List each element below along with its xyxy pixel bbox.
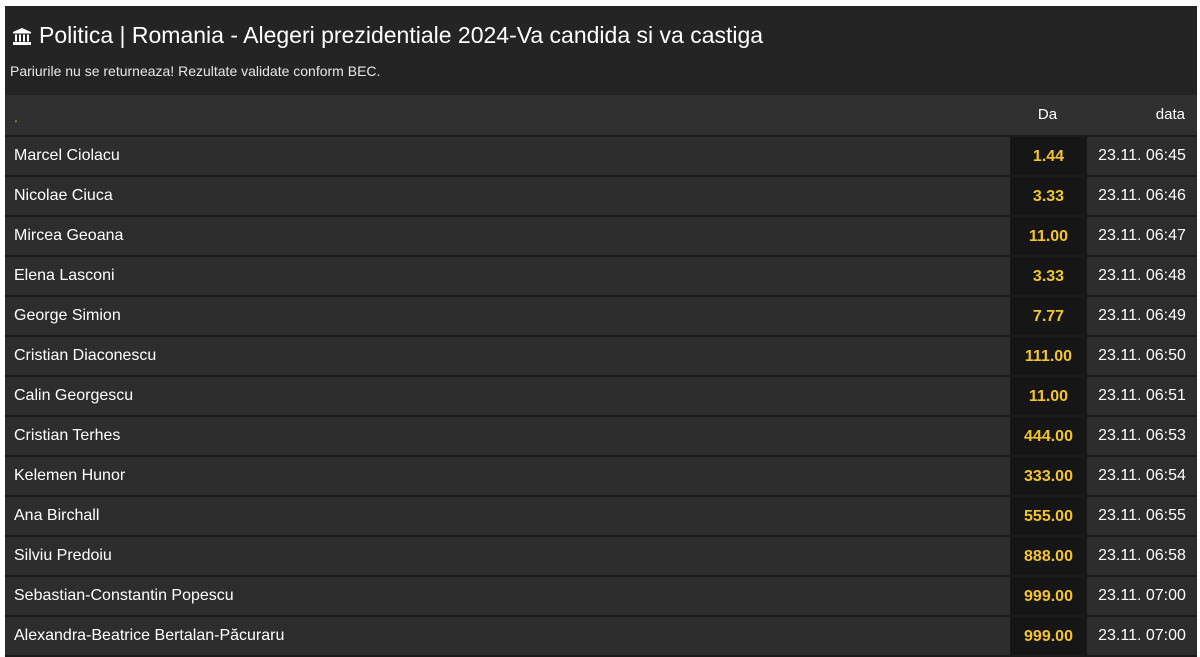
table-row: Kelemen Hunor 333.00 23.11. 06:54 bbox=[5, 457, 1197, 497]
market-header: Politica | Romania - Alegeri prezidentia… bbox=[5, 6, 1197, 95]
title-row: Politica | Romania - Alegeri prezidentia… bbox=[13, 20, 763, 50]
candidate-name: Mircea Geoana bbox=[14, 227, 124, 244]
odds-button[interactable]: 111.00 bbox=[1010, 337, 1087, 375]
bank-icon bbox=[13, 28, 31, 45]
candidate-name: Alexandra-Beatrice Bertalan-Păcuraru bbox=[14, 627, 285, 644]
event-date: 23.11. 06:47 bbox=[1098, 227, 1186, 244]
column-header-data: data bbox=[1155, 106, 1185, 123]
table-row: Ana Birchall 555.00 23.11. 06:55 bbox=[5, 497, 1197, 537]
table-body: Marcel Ciolacu 1.44 23.11. 06:45 Nicolae Ci… bbox=[5, 137, 1197, 657]
candidate-name: George Simion bbox=[14, 307, 121, 324]
table-row: Calin Georgescu 11.00 23.11. 06:51 bbox=[5, 377, 1197, 417]
event-date: 23.11. 06:58 bbox=[1098, 547, 1186, 564]
event-date: 23.11. 06:54 bbox=[1098, 467, 1186, 484]
event-date: 23.11. 06:45 bbox=[1098, 147, 1186, 164]
table-row: George Simion 7.77 23.11. 06:49 bbox=[5, 297, 1197, 337]
table-row: Alexandra-Beatrice Bertalan-Păcuraru 999.… bbox=[5, 617, 1197, 657]
table-row: Silviu Predoiu 888.00 23.11. 06:58 bbox=[5, 537, 1197, 577]
table-row: Sebastian-Constantin Popescu 999.00 23.11.… bbox=[5, 577, 1197, 617]
odds-button[interactable]: 1.44 bbox=[1010, 137, 1087, 175]
odds-button[interactable]: 888.00 bbox=[1010, 537, 1087, 575]
event-date: 23.11. 06:46 bbox=[1098, 187, 1186, 204]
odds-table: . Da data Marcel Ciolacu 1.44 23.11. 06:45… bbox=[5, 95, 1197, 657]
candidate-name: Calin Georgescu bbox=[14, 387, 134, 404]
table-row: Cristian Terhes 444.00 23.11. 06:53 bbox=[5, 417, 1197, 457]
event-date: 23.11. 07:00 bbox=[1098, 587, 1186, 604]
candidate-name: Nicolae Ciuca bbox=[14, 187, 113, 204]
odds-button[interactable]: 999.00 bbox=[1010, 617, 1087, 655]
column-header-name: . bbox=[14, 109, 18, 125]
candidate-name: Kelemen Hunor bbox=[14, 467, 126, 484]
odds-button[interactable]: 333.00 bbox=[1010, 457, 1087, 495]
table-row: Marcel Ciolacu 1.44 23.11. 06:45 bbox=[5, 137, 1197, 177]
candidate-name: Cristian Diaconescu bbox=[14, 347, 157, 364]
event-date: 23.11. 06:49 bbox=[1098, 307, 1186, 324]
market-subtitle: Pariurile nu se returneaza! Rezultate va… bbox=[10, 63, 381, 79]
event-date: 23.11. 06:48 bbox=[1098, 267, 1186, 284]
odds-button[interactable]: 3.33 bbox=[1010, 177, 1087, 215]
table-row: Cristian Diaconescu 111.00 23.11. 06:50 bbox=[5, 337, 1197, 377]
table-row: Mircea Geoana 11.00 23.11. 06:47 bbox=[5, 217, 1197, 257]
candidate-name: Marcel Ciolacu bbox=[14, 147, 120, 164]
event-date: 23.11. 06:51 bbox=[1098, 387, 1186, 404]
column-header-da: Da bbox=[1037, 106, 1058, 123]
table-row: Elena Lasconi 3.33 23.11. 06:48 bbox=[5, 257, 1197, 297]
odds-button[interactable]: 444.00 bbox=[1010, 417, 1087, 455]
odds-button[interactable]: 555.00 bbox=[1010, 497, 1087, 535]
betting-panel: Politica | Romania - Alegeri prezidentia… bbox=[5, 6, 1197, 657]
candidate-name: Elena Lasconi bbox=[14, 267, 115, 284]
candidate-name: Ana Birchall bbox=[14, 507, 100, 524]
table-row: Nicolae Ciuca 3.33 23.11. 06:46 bbox=[5, 177, 1197, 217]
odds-button[interactable]: 7.77 bbox=[1010, 297, 1087, 335]
event-date: 23.11. 06:55 bbox=[1098, 507, 1186, 524]
event-date: 23.11. 07:00 bbox=[1098, 627, 1186, 644]
odds-button[interactable]: 11.00 bbox=[1010, 377, 1087, 415]
table-header: . Da data bbox=[5, 95, 1197, 137]
event-date: 23.11. 06:50 bbox=[1098, 347, 1186, 364]
candidate-name: Sebastian-Constantin Popescu bbox=[14, 587, 234, 604]
event-date: 23.11. 06:53 bbox=[1098, 427, 1186, 444]
candidate-name: Silviu Predoiu bbox=[14, 547, 112, 564]
candidate-name: Cristian Terhes bbox=[14, 427, 121, 444]
odds-button[interactable]: 3.33 bbox=[1010, 257, 1087, 295]
odds-button[interactable]: 11.00 bbox=[1010, 217, 1087, 255]
market-title: Politica | Romania - Alegeri prezidentia… bbox=[39, 21, 764, 48]
odds-button[interactable]: 999.00 bbox=[1010, 577, 1087, 615]
